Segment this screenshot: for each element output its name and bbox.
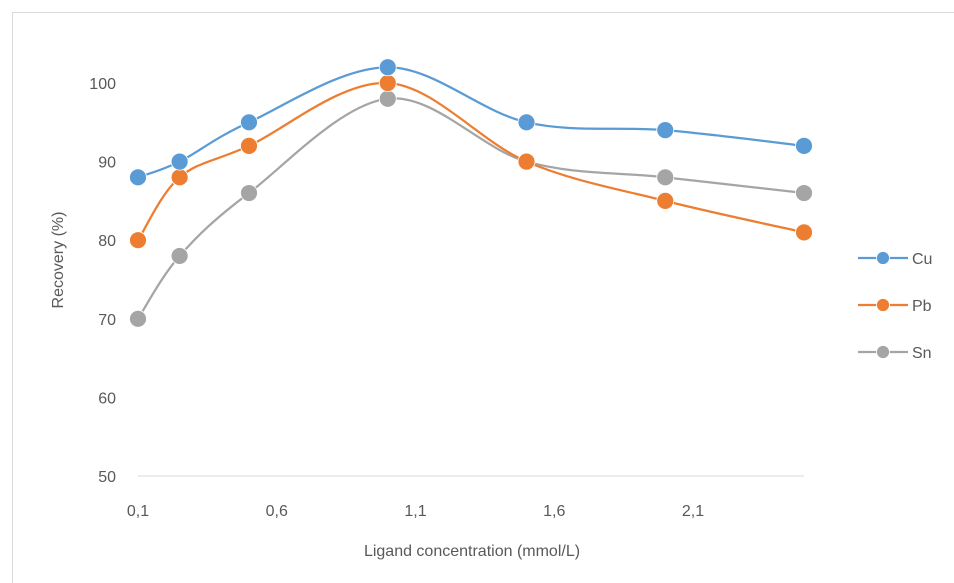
y-tick-label: 80 [98,233,116,250]
data-point-cu [170,152,189,171]
data-point-sn [170,247,189,265]
data-point-cu [656,121,675,140]
data-point-sn [795,184,813,202]
data-point-pb [656,191,675,210]
y-tick-label: 90 [98,155,116,172]
data-point-pb [240,136,258,155]
series-line-cu [137,66,805,179]
x-tick-label: 0,6 [266,503,288,520]
x-tick-label: 1,1 [404,503,426,520]
data-point-cu [795,136,813,155]
axes: 50 60 70 80 90 100 0,1 0,6 1,1 1,6 2,1 [89,76,804,520]
data-point-cu [129,168,147,187]
series-pb [129,74,813,250]
y-tick-label: 100 [89,76,116,93]
data-point-pb [129,231,147,250]
data-point-pb [378,74,397,92]
legend-marker-sn [876,345,890,359]
series-sn [129,89,813,328]
legend-item-cu: Cu [858,251,932,268]
data-point-cu [378,58,397,77]
series-line-sn [137,97,805,320]
data-point-sn [129,309,147,328]
series-layer [129,58,813,328]
legend-label-sn: Sn [912,345,932,362]
data-point-pb [517,152,536,171]
legend-label-pb: Pb [912,298,932,315]
y-axis-title: Recovery (%) [50,212,67,309]
data-point-sn [656,168,675,187]
data-point-cu [240,113,258,132]
series-cu [129,58,813,187]
data-point-sn [378,89,397,108]
data-point-pb [795,223,813,242]
legend-marker-cu [876,251,890,265]
y-tick-label: 50 [98,469,116,486]
x-tick-label: 0,1 [127,503,149,520]
legend: Cu Pb Sn [858,251,932,362]
data-point-pb [170,168,189,187]
legend-label-cu: Cu [912,251,932,268]
legend-item-pb: Pb [858,298,932,315]
legend-marker-pb [876,298,890,312]
y-tick-label: 70 [98,312,116,329]
y-tick-label: 60 [98,390,116,407]
data-point-cu [517,113,536,132]
x-tick-label: 1,6 [543,503,565,520]
series-line-pb [137,81,805,241]
data-point-sn [240,184,258,202]
x-axis-title: Ligand concentration (mmol/L) [364,543,580,560]
legend-item-sn: Sn [858,345,932,362]
chart-frame [12,12,954,583]
x-tick-label: 2,1 [682,503,704,520]
